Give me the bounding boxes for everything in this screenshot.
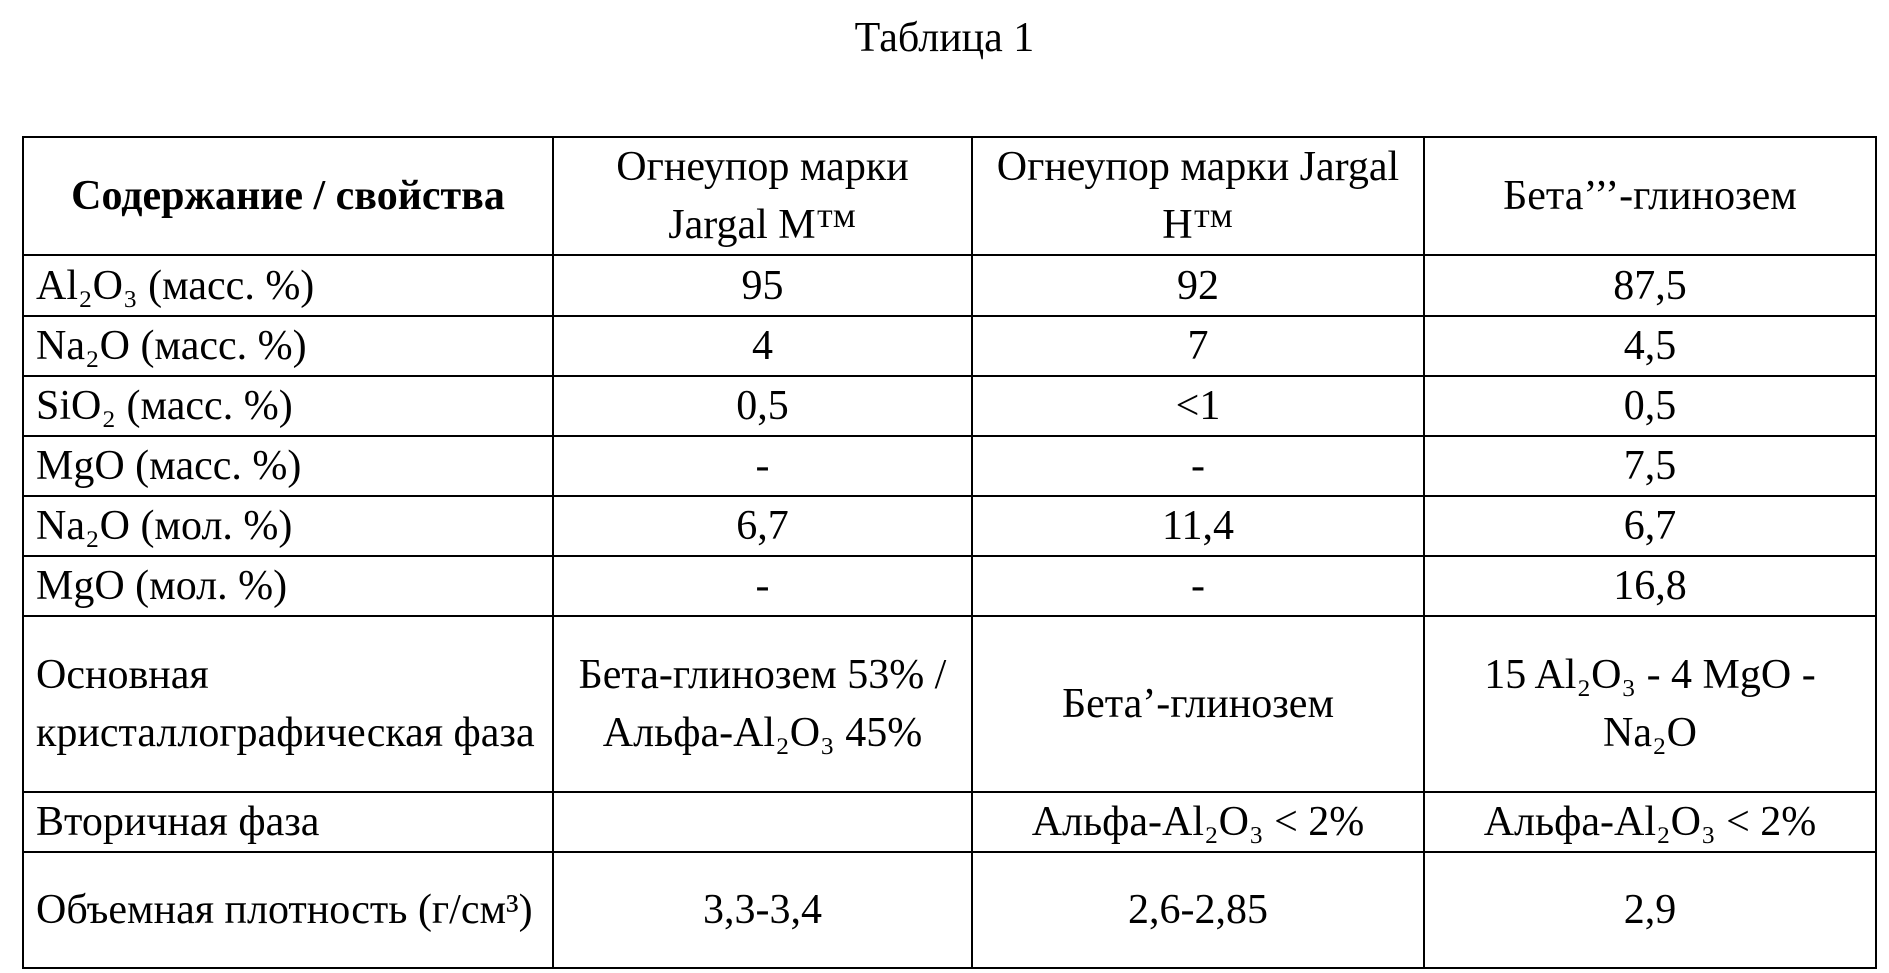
table-cell: 7 (971, 315, 1425, 377)
table-cell: Альфа-Al₂O₃ < 2% (971, 791, 1425, 853)
table-cell (552, 791, 973, 853)
table-cell: - (971, 555, 1425, 617)
table-row: Na₂O (мол. %) 6,7 11,4 6,7 (22, 495, 1877, 557)
table-cell: Основная кристаллографическая фаза (22, 615, 554, 793)
table-cell: 0,5 (1423, 375, 1877, 437)
table-row: Al₂O₃ (масс. %) 95 92 87,5 (22, 254, 1877, 317)
table-cell: Вторичная фаза (22, 791, 554, 853)
table-cell: 2,6-2,85 (971, 851, 1425, 969)
table-cell: Содержание / свойства (22, 136, 554, 256)
table-cell: 7,5 (1423, 435, 1877, 497)
table-title: Таблица 1 (854, 15, 1035, 61)
table-cell: 15 Al₂O₃ - 4 MgO - Na₂O (1423, 615, 1877, 793)
table-cell: Объемная плотность (г/см³) (22, 851, 554, 969)
table-cell: 0,5 (552, 375, 973, 437)
table-cell: 2,9 (1423, 851, 1877, 969)
table-cell: - (971, 435, 1425, 497)
table-row: Вторичная фаза Альфа-Al₂O₃ < 2% Альфа-Al₂O… (22, 791, 1877, 853)
table-row: Объемная плотность (г/см³) 3,3-3,4 2,6-2,8… (22, 851, 1877, 969)
table-cell: 92 (971, 254, 1425, 317)
table-cell: 95 (552, 254, 973, 317)
table-cell: 87,5 (1423, 254, 1877, 317)
table-cell: - (552, 435, 973, 497)
table-cell: 4 (552, 315, 973, 377)
table-cell: Огнеупор марки Jargal M™ (552, 136, 973, 256)
table-row: MgO (мол. %) - -16,8 (22, 555, 1877, 617)
table-cell: Бета-глинозем 53% / Альфа-Al₂O₃ 45% (552, 615, 973, 793)
table-row: Содержание / свойства Огнеупор марки Jarg… (22, 136, 1877, 256)
table-cell: Na₂O (масс. %) (22, 315, 554, 377)
table-cell: 16,8 (1423, 555, 1877, 617)
data-table: Содержание / свойства Огнеупор марки Jarg… (22, 136, 1877, 969)
table-cell: MgO (масс. %) (22, 435, 554, 497)
table-cell: 4,5 (1423, 315, 1877, 377)
table-row: SiO₂ (масс. %) 0,5 <1 0,5 (22, 375, 1877, 437)
table-cell: 3,3-3,4 (552, 851, 973, 969)
table-cell: Альфа-Al₂O₃ < 2% (1423, 791, 1877, 853)
table-cell: Бета’-глинозем (971, 615, 1425, 793)
table-row: Na₂O (масс. %) 4 7 4,5 (22, 315, 1877, 377)
table-cell: Al₂O₃ (масс. %) (22, 254, 554, 317)
table-cell: 11,4 (971, 495, 1425, 557)
table-cell: <1 (971, 375, 1425, 437)
table-cell: Огнеупор марки Jargal H™ (971, 136, 1425, 256)
table-cell: Na₂O (мол. %) (22, 495, 554, 557)
table-cell: Бета’’’-глинозем (1423, 136, 1877, 256)
table-cell: 6,7 (552, 495, 973, 557)
table-row: MgO (масс. %) - -7,5 (22, 435, 1877, 497)
table-cell: - (552, 555, 973, 617)
table-row: Основная кристаллографическая фаза Бета-г… (22, 615, 1877, 793)
table-cell: MgO (мол. %) (22, 555, 554, 617)
table-cell: SiO₂ (масс. %) (22, 375, 554, 437)
table-cell: 6,7 (1423, 495, 1877, 557)
